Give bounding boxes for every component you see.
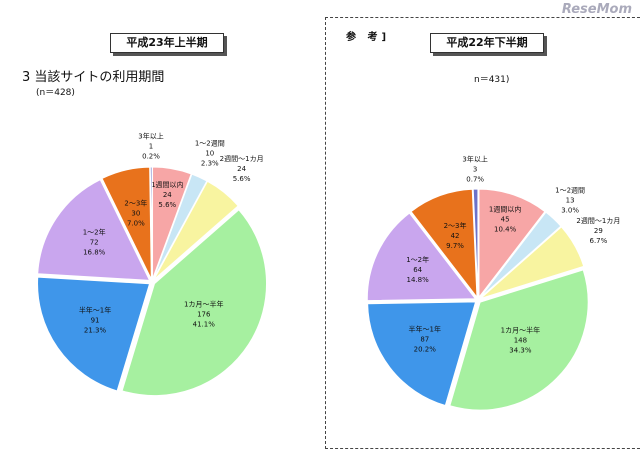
right-pie-slice-5 <box>366 212 477 302</box>
right-pie-slice-7 <box>472 188 479 298</box>
right-pie-slice-1 <box>479 211 562 299</box>
right-pie-slice-2 <box>480 226 585 300</box>
right-slice-label-5: 1～2年 64 14.8% <box>406 255 429 284</box>
right-pie-slice-3 <box>449 269 589 411</box>
left-pie-slice-6 <box>101 166 152 280</box>
right-pie-slice-0 <box>478 188 546 299</box>
left-pie-slice-1 <box>152 173 208 280</box>
left-pie-slice-3 <box>121 209 268 397</box>
right-sample-size: n＝431) <box>474 75 510 85</box>
left-slice-label-0: 1週間以内 24 5.6% <box>151 180 183 209</box>
left-slice-label-7: 3年以上 1 0.2% <box>138 132 163 161</box>
left-slice-label-2: 2週間～1カ月 24 5.6% <box>220 154 264 183</box>
left-slice-label-6: 2～3年 30 7.0% <box>124 198 147 227</box>
right-pie-slice-4 <box>367 301 477 407</box>
left-chart-title: 平成23年上半期 <box>110 33 224 53</box>
left-pie-slice-7 <box>149 166 153 280</box>
right-slice-label-3: 1カ月～半年 148 34.3% <box>501 326 540 355</box>
left-slice-label-5: 1～2年 72 16.8% <box>83 228 106 257</box>
right-slice-label-1: 1～2週間 13 3.0% <box>555 185 585 214</box>
watermark-logo: ReseMom <box>561 2 632 17</box>
left-slice-label-4: 半年～1年 91 21.3% <box>79 306 111 335</box>
right-pie-slice-6 <box>410 188 478 299</box>
section-heading: 3 当該サイトの利用期間 <box>22 70 165 85</box>
left-pie-slice-4 <box>37 276 151 392</box>
left-slice-label-3: 1カ月～半年 176 41.1% <box>184 299 223 328</box>
right-slice-label-2: 2週間～1カ月 29 6.7% <box>576 216 620 245</box>
left-sample-size: (n＝428) <box>36 88 75 98</box>
reference-label: 参 考] <box>346 32 391 43</box>
left-slice-label-1: 1～2週間 10 2.3% <box>195 138 225 167</box>
left-pie-slice-0 <box>152 166 192 280</box>
pie-charts: 1週間以内 24 5.6% 1～2週間 10 2.3%2週間～1カ月 24 5.6% 1カ月～半… <box>37 132 620 411</box>
left-pie-slice-2 <box>153 180 239 281</box>
right-slice-label-6: 2～3年 42 9.7% <box>444 221 467 250</box>
right-chart-title: 平成22年下半期 <box>430 33 544 53</box>
right-slice-label-4: 半年～1年 87 20.2% <box>409 325 441 354</box>
left-pie-slice-5 <box>37 179 151 281</box>
right-slice-label-0: 1週間以内 45 10.4% <box>489 204 521 233</box>
right-slice-label-7: 3年以上 3 0.7% <box>462 154 487 183</box>
